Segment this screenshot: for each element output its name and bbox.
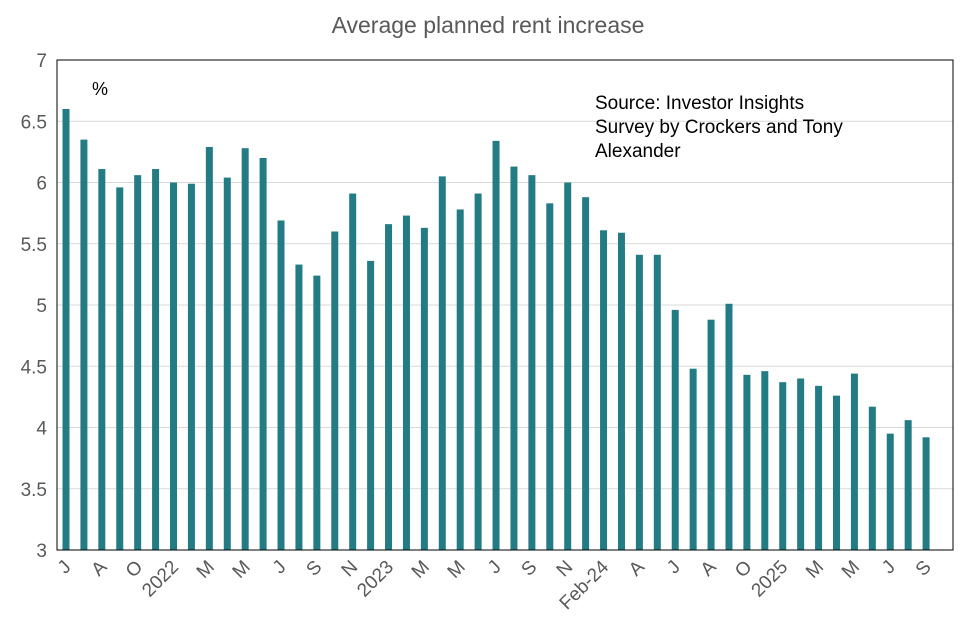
bar: [277, 220, 285, 550]
y-tick-label: 6.5: [21, 112, 47, 133]
bar: [564, 182, 572, 550]
chart-title: Average planned rent increase: [332, 12, 645, 38]
x-tick-label: J: [484, 557, 506, 579]
bar: [456, 209, 464, 550]
bar: [815, 385, 823, 550]
bar: [331, 231, 339, 550]
bar: [510, 166, 518, 550]
bar: [187, 183, 195, 550]
bar: [761, 371, 769, 550]
bar: [116, 187, 124, 550]
bar: [62, 109, 70, 550]
bar: [689, 368, 697, 550]
x-tick-label: J: [54, 557, 76, 579]
y-tick-label: 4.5: [21, 357, 47, 378]
bar: [779, 382, 787, 550]
bar: [546, 203, 554, 550]
bar: [295, 264, 303, 550]
x-tick-label: M: [229, 557, 255, 583]
bar: [850, 373, 858, 550]
x-tick-label: A: [625, 556, 649, 580]
x-tick-label: A: [88, 556, 112, 580]
bar: [886, 433, 894, 550]
bar: [385, 224, 393, 550]
bar: [922, 437, 930, 550]
x-tick-label: 2022: [138, 557, 183, 602]
bar: [349, 193, 357, 550]
bar: [420, 227, 428, 550]
bar: [241, 148, 249, 550]
bar: [582, 197, 590, 550]
bar: [259, 158, 267, 550]
x-tick-label: M: [838, 557, 864, 583]
x-tick-label: M: [193, 557, 219, 583]
x-tick-label: M: [444, 557, 470, 583]
x-tick-label: S: [303, 557, 327, 581]
bar: [223, 177, 231, 550]
bar: [402, 215, 410, 550]
bar: [635, 254, 643, 550]
annotation: Survey by Crockers and Tony: [595, 117, 843, 138]
bar: [205, 146, 213, 550]
y-tick-label: 3.5: [21, 480, 47, 501]
x-tick-label: N: [553, 557, 578, 582]
bar: [868, 406, 876, 550]
bar: [671, 309, 679, 550]
bar: [170, 182, 178, 550]
x-tick-label: M: [802, 557, 828, 583]
y-tick-label: 5.5: [21, 235, 47, 256]
x-tick-label: O: [731, 557, 756, 582]
y-tick-label: 5: [36, 296, 47, 317]
x-tick-label: N: [338, 557, 363, 582]
x-tick-label: O: [122, 557, 147, 582]
annotation: Source: Investor Insights: [595, 93, 804, 114]
x-tick-label: S: [912, 557, 936, 581]
bar: [80, 139, 88, 550]
y-tick-label: 3: [36, 541, 47, 562]
bar: [797, 378, 805, 550]
bar: [438, 176, 446, 550]
bar: [707, 319, 715, 550]
bar: [832, 395, 840, 550]
y-tick-label: 4: [36, 419, 47, 440]
bar: [152, 169, 160, 550]
bar: [904, 420, 912, 550]
bar: [725, 303, 733, 550]
bar: [743, 374, 751, 550]
unit-label: %: [92, 79, 108, 99]
bar: [134, 175, 142, 550]
x-tick-label: J: [878, 557, 900, 579]
annotation: Alexander: [595, 141, 681, 162]
bar: [653, 254, 661, 550]
y-tick-label: 6: [36, 174, 47, 195]
bar: [492, 140, 500, 550]
bar: [600, 230, 608, 550]
y-tick-label: 7: [36, 51, 47, 72]
x-tick-label: A: [697, 556, 721, 580]
bar: [313, 275, 321, 550]
bar: [367, 260, 375, 550]
plot-frame: [56, 59, 954, 551]
bar: [98, 169, 106, 550]
x-tick-label: J: [269, 557, 291, 579]
x-tick-label: 2023: [353, 557, 398, 602]
x-tick-label: S: [518, 557, 542, 581]
x-tick-label: 2025: [748, 557, 793, 602]
x-tick-label: M: [408, 557, 434, 583]
x-tick-label: J: [663, 557, 685, 579]
bar: [528, 175, 536, 550]
bar: [617, 232, 625, 550]
bar: [474, 193, 482, 550]
